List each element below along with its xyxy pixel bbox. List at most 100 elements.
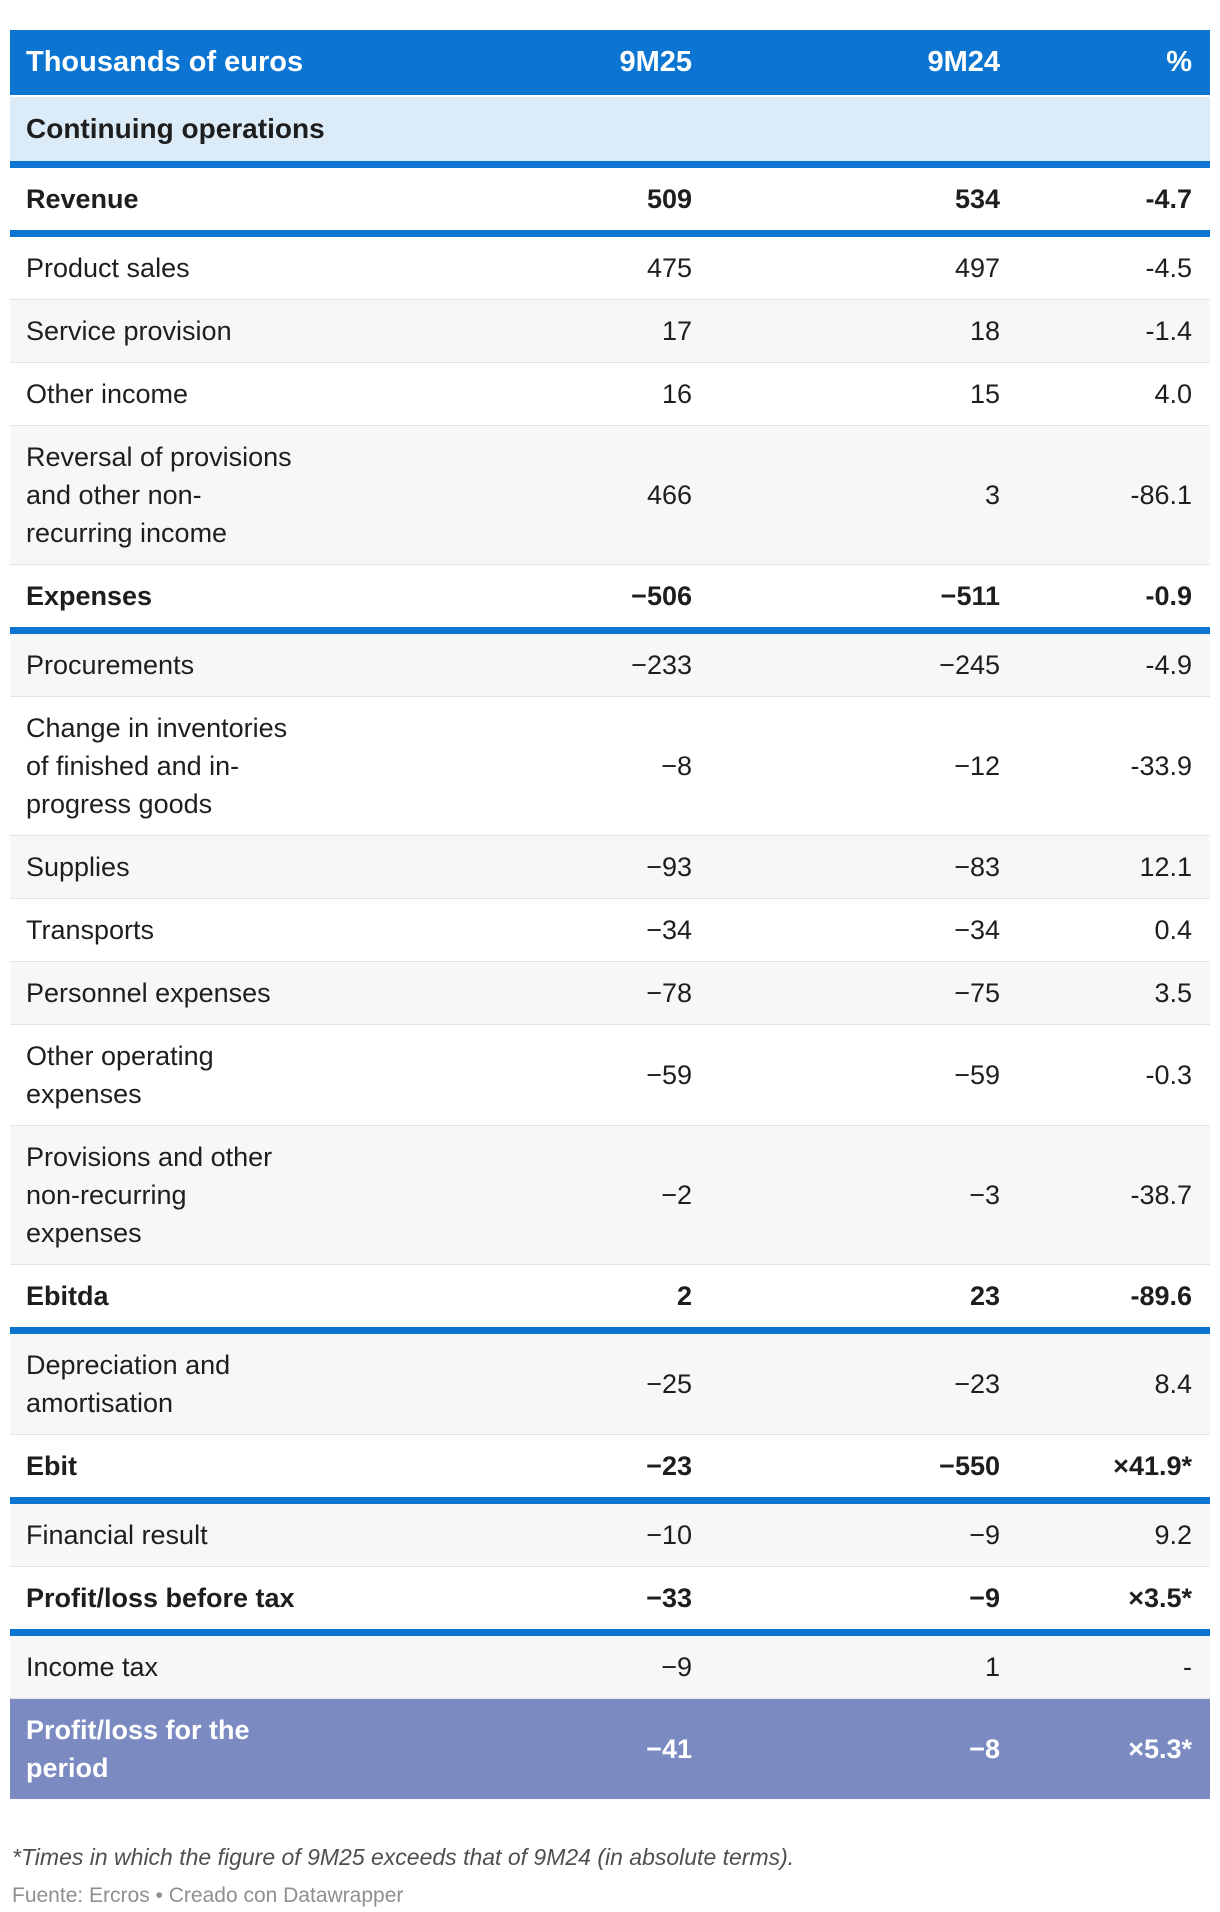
- source-line: Fuente: Ercros • Creado con Datawrapper: [12, 1884, 404, 1907]
- row-label: Ebitda: [10, 1264, 410, 1334]
- table-row: Reversal of provisions and other non- re…: [10, 425, 1210, 565]
- cell-9m25: −41: [410, 1698, 692, 1799]
- table-row: Transports −34 −34 0.4: [10, 898, 1210, 962]
- cell-9m24: −83: [692, 835, 1000, 899]
- row-label: Profit/loss for the period: [10, 1698, 410, 1799]
- table-row: Revenue 509 534 -4.7: [10, 164, 1210, 237]
- cell-9m25: 16: [410, 362, 692, 426]
- cell-percent: -0.9: [1000, 564, 1210, 634]
- col-header-9m25: 9M25: [410, 30, 692, 97]
- cell-percent: 12.1: [1000, 835, 1210, 899]
- table-row: Income tax −9 1-: [10, 1632, 1210, 1699]
- cell-9m25: −8: [410, 696, 692, 836]
- cell-9m25: −78: [410, 961, 692, 1025]
- table-row: Depreciation and amortisation −25 −23 8.4: [10, 1330, 1210, 1435]
- row-label: Personnel expenses: [10, 961, 410, 1025]
- col-header-units: Thousands of euros: [10, 30, 410, 97]
- cell-9m25: −59: [410, 1024, 692, 1126]
- table-row: Personnel expenses −78 −75 3.5: [10, 961, 1210, 1025]
- cell-9m24: 3: [692, 425, 1000, 565]
- cell-9m25: −93: [410, 835, 692, 899]
- cell-percent: 3.5: [1000, 961, 1210, 1025]
- cell-percent: ×5.3*: [1000, 1698, 1210, 1799]
- row-label: Revenue: [10, 164, 410, 237]
- table-row: Supplies −93 −83 12.1: [10, 835, 1210, 899]
- cell-percent: -38.7: [1000, 1125, 1210, 1265]
- cell-9m24: 15: [692, 362, 1000, 426]
- cell-9m24: −59: [692, 1024, 1000, 1126]
- table-row: Expenses −506 −511 -0.9: [10, 564, 1210, 634]
- cell-9m25: −2: [410, 1125, 692, 1265]
- cell-percent: ×41.9*: [1000, 1434, 1210, 1504]
- cell-9m24: −8: [692, 1698, 1000, 1799]
- cell-9m25: −9: [410, 1632, 692, 1699]
- cell-9m25: −506: [410, 564, 692, 634]
- table-row: Product sales 475 497 -4.5: [10, 233, 1210, 300]
- cell-9m25: 509: [410, 164, 692, 237]
- cell-percent: -89.6: [1000, 1264, 1210, 1334]
- cell-9m24: −245: [692, 630, 1000, 697]
- cell-9m24: 23: [692, 1264, 1000, 1334]
- row-label: Provisions and other non-recurring expen…: [10, 1125, 410, 1265]
- cell-9m24: −550: [692, 1434, 1000, 1504]
- table-row: Service provision 17 18 -1.4: [10, 299, 1210, 363]
- table-body: Revenue 509 534 -4.7 Product sales 475 497 -4.5…: [10, 164, 1210, 1799]
- cell-percent: -4.7: [1000, 164, 1210, 237]
- cell-9m24: −511: [692, 564, 1000, 634]
- cell-9m24: −12: [692, 696, 1000, 836]
- table-row: Other operating expenses −59 −59 -0.3: [10, 1024, 1210, 1126]
- footnote: *Times in which the figure of 9M25 excee…: [12, 1844, 795, 1870]
- table-row: Profit/loss before tax −33 −9 ×3.5*: [10, 1566, 1210, 1636]
- cell-percent: -4.5: [1000, 233, 1210, 300]
- row-label: Income tax: [10, 1632, 410, 1699]
- cell-9m24: −9: [692, 1500, 1000, 1567]
- cell-9m24: −75: [692, 961, 1000, 1025]
- cell-percent: ×3.5*: [1000, 1566, 1210, 1636]
- cell-9m25: 17: [410, 299, 692, 363]
- table-row: Other income 16 15 4.0: [10, 362, 1210, 426]
- cell-9m25: 475: [410, 233, 692, 300]
- table-row: Financial result −10 −9 9.2: [10, 1500, 1210, 1567]
- cell-9m25: −233: [410, 630, 692, 697]
- cell-9m25: −25: [410, 1330, 692, 1435]
- cell-9m24: 1: [692, 1632, 1000, 1699]
- cell-9m24: −34: [692, 898, 1000, 962]
- row-label: Ebit: [10, 1434, 410, 1504]
- section-title: Continuing operations: [10, 96, 1210, 168]
- cell-percent: -: [1000, 1632, 1210, 1699]
- cell-percent: -0.3: [1000, 1024, 1210, 1126]
- header-row: Thousands of euros 9M25 9M24 %: [10, 30, 1210, 97]
- row-label: Other income: [10, 362, 410, 426]
- row-label: Other operating expenses: [10, 1024, 410, 1126]
- cell-9m25: −10: [410, 1500, 692, 1567]
- cell-9m25: −23: [410, 1434, 692, 1504]
- cell-percent: 9.2: [1000, 1500, 1210, 1567]
- cell-9m25: −34: [410, 898, 692, 962]
- cell-9m25: 2: [410, 1264, 692, 1334]
- row-label: Supplies: [10, 835, 410, 899]
- cell-9m24: 18: [692, 299, 1000, 363]
- cell-percent: 0.4: [1000, 898, 1210, 962]
- cell-9m25: 466: [410, 425, 692, 565]
- table-row: Change in inventories of finished and in…: [10, 696, 1210, 836]
- row-label: Procurements: [10, 630, 410, 697]
- table-row: Procurements −233 −245 -4.9: [10, 630, 1210, 697]
- cell-percent: -33.9: [1000, 696, 1210, 836]
- cell-percent: -1.4: [1000, 299, 1210, 363]
- row-label: Change in inventories of finished and in…: [10, 696, 410, 836]
- row-label: Depreciation and amortisation: [10, 1330, 410, 1435]
- table-row: Provisions and other non-recurring expen…: [10, 1125, 1210, 1265]
- section-row: Continuing operations: [10, 96, 1210, 168]
- row-label: Product sales: [10, 233, 410, 300]
- row-label: Profit/loss before tax: [10, 1566, 410, 1636]
- col-header-9m24: 9M24: [692, 30, 1000, 97]
- row-label: Service provision: [10, 299, 410, 363]
- cell-percent: -86.1: [1000, 425, 1210, 565]
- cell-percent: 8.4: [1000, 1330, 1210, 1435]
- cell-9m24: −23: [692, 1330, 1000, 1435]
- row-label: Expenses: [10, 564, 410, 634]
- table-row: Ebit −23 −550 ×41.9*: [10, 1434, 1210, 1504]
- cell-percent: -4.9: [1000, 630, 1210, 697]
- cell-9m24: −3: [692, 1125, 1000, 1265]
